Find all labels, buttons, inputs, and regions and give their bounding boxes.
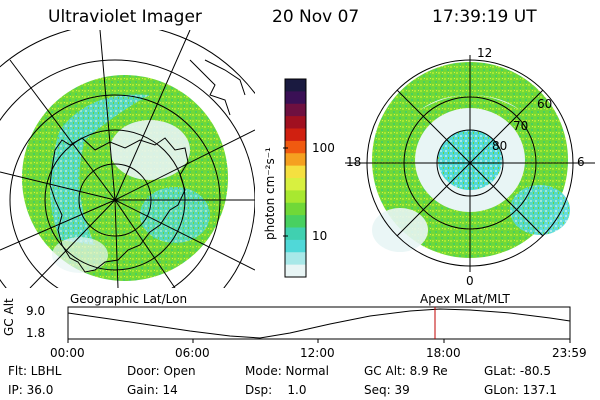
- timeline-xtick-2: 12:00: [300, 346, 335, 360]
- mlt-18-label: 18: [346, 155, 362, 169]
- gc-altitude-status: GC Alt: 8.9 Re: [364, 364, 448, 378]
- timeline-xtick-4: 23:59: [552, 346, 587, 360]
- colorbar: [283, 78, 307, 278]
- colorbar-band: [285, 140, 306, 154]
- mlat-70-label: 70: [513, 119, 529, 133]
- date-label: 20 Nov 07: [272, 7, 360, 27]
- filter-status: Flt: LBHL: [8, 364, 62, 378]
- timeline-ytick-min: 1.8: [26, 326, 46, 340]
- colorbar-band: [285, 178, 306, 191]
- colorbar-band: [285, 79, 306, 92]
- colorbar-band: [285, 128, 306, 142]
- glat-status: GLat: -80.5: [484, 364, 551, 378]
- mode-status: Mode: Normal: [245, 364, 329, 378]
- timeline-ylabel: GC Alt: [2, 298, 16, 336]
- mlt-12-label: 12: [477, 46, 493, 60]
- time-label: 17:39:19 UT: [432, 7, 537, 27]
- mlat-60-label: 60: [537, 97, 553, 111]
- timeline-ytick-max: 9.0: [26, 304, 46, 318]
- colorbar-band: [285, 215, 306, 229]
- timeline-xtick-3: 18:00: [426, 346, 461, 360]
- colorbar-band: [285, 227, 306, 241]
- meridians: [0, 30, 255, 288]
- timeline-xtick-0: 00:00: [50, 346, 85, 360]
- mlt-6-label: 6: [577, 155, 585, 169]
- dsp-status: Dsp: 1.0: [245, 383, 307, 397]
- colorbar-band: [285, 91, 306, 105]
- colorbar-tick-100: 100: [312, 141, 335, 155]
- colorbar-band: [285, 239, 306, 253]
- mlt-0-label: 0: [466, 274, 474, 288]
- colorbar-band: [285, 165, 306, 179]
- altitude-timeline: [67, 306, 571, 343]
- altitude-curve: [67, 308, 571, 339]
- ip-status: IP: 36.0: [8, 383, 54, 397]
- colorbar-band: [285, 153, 306, 167]
- sequence-status: Seq: 39: [364, 383, 410, 397]
- colorbar-band: [285, 252, 306, 266]
- coastline: [49, 137, 189, 273]
- colorbar-band: [285, 190, 306, 204]
- door-status: Door: Open: [127, 364, 196, 378]
- colorbar-band: [285, 116, 306, 130]
- colorbar-unit-label: photon cm⁻²s⁻¹: [263, 147, 277, 240]
- left-map-caption: Geographic Lat/Lon: [70, 292, 188, 306]
- gain-status: Gain: 14: [127, 383, 178, 397]
- colorbar-band: [285, 103, 306, 117]
- colorbar-band: [285, 202, 306, 216]
- instrument-title: Ultraviolet Imager: [48, 7, 202, 27]
- right-map-caption: Apex MLat/MLT: [420, 292, 510, 306]
- colorbar-tick-10: 10: [312, 229, 328, 243]
- glon-status: GLon: 137.1: [484, 383, 557, 397]
- geographic-map: [0, 30, 255, 288]
- colorbar-band: [285, 264, 306, 278]
- mlat-80-label: 80: [492, 139, 508, 153]
- apex-map: [345, 55, 595, 272]
- timeline-xtick-1: 06:00: [175, 346, 210, 360]
